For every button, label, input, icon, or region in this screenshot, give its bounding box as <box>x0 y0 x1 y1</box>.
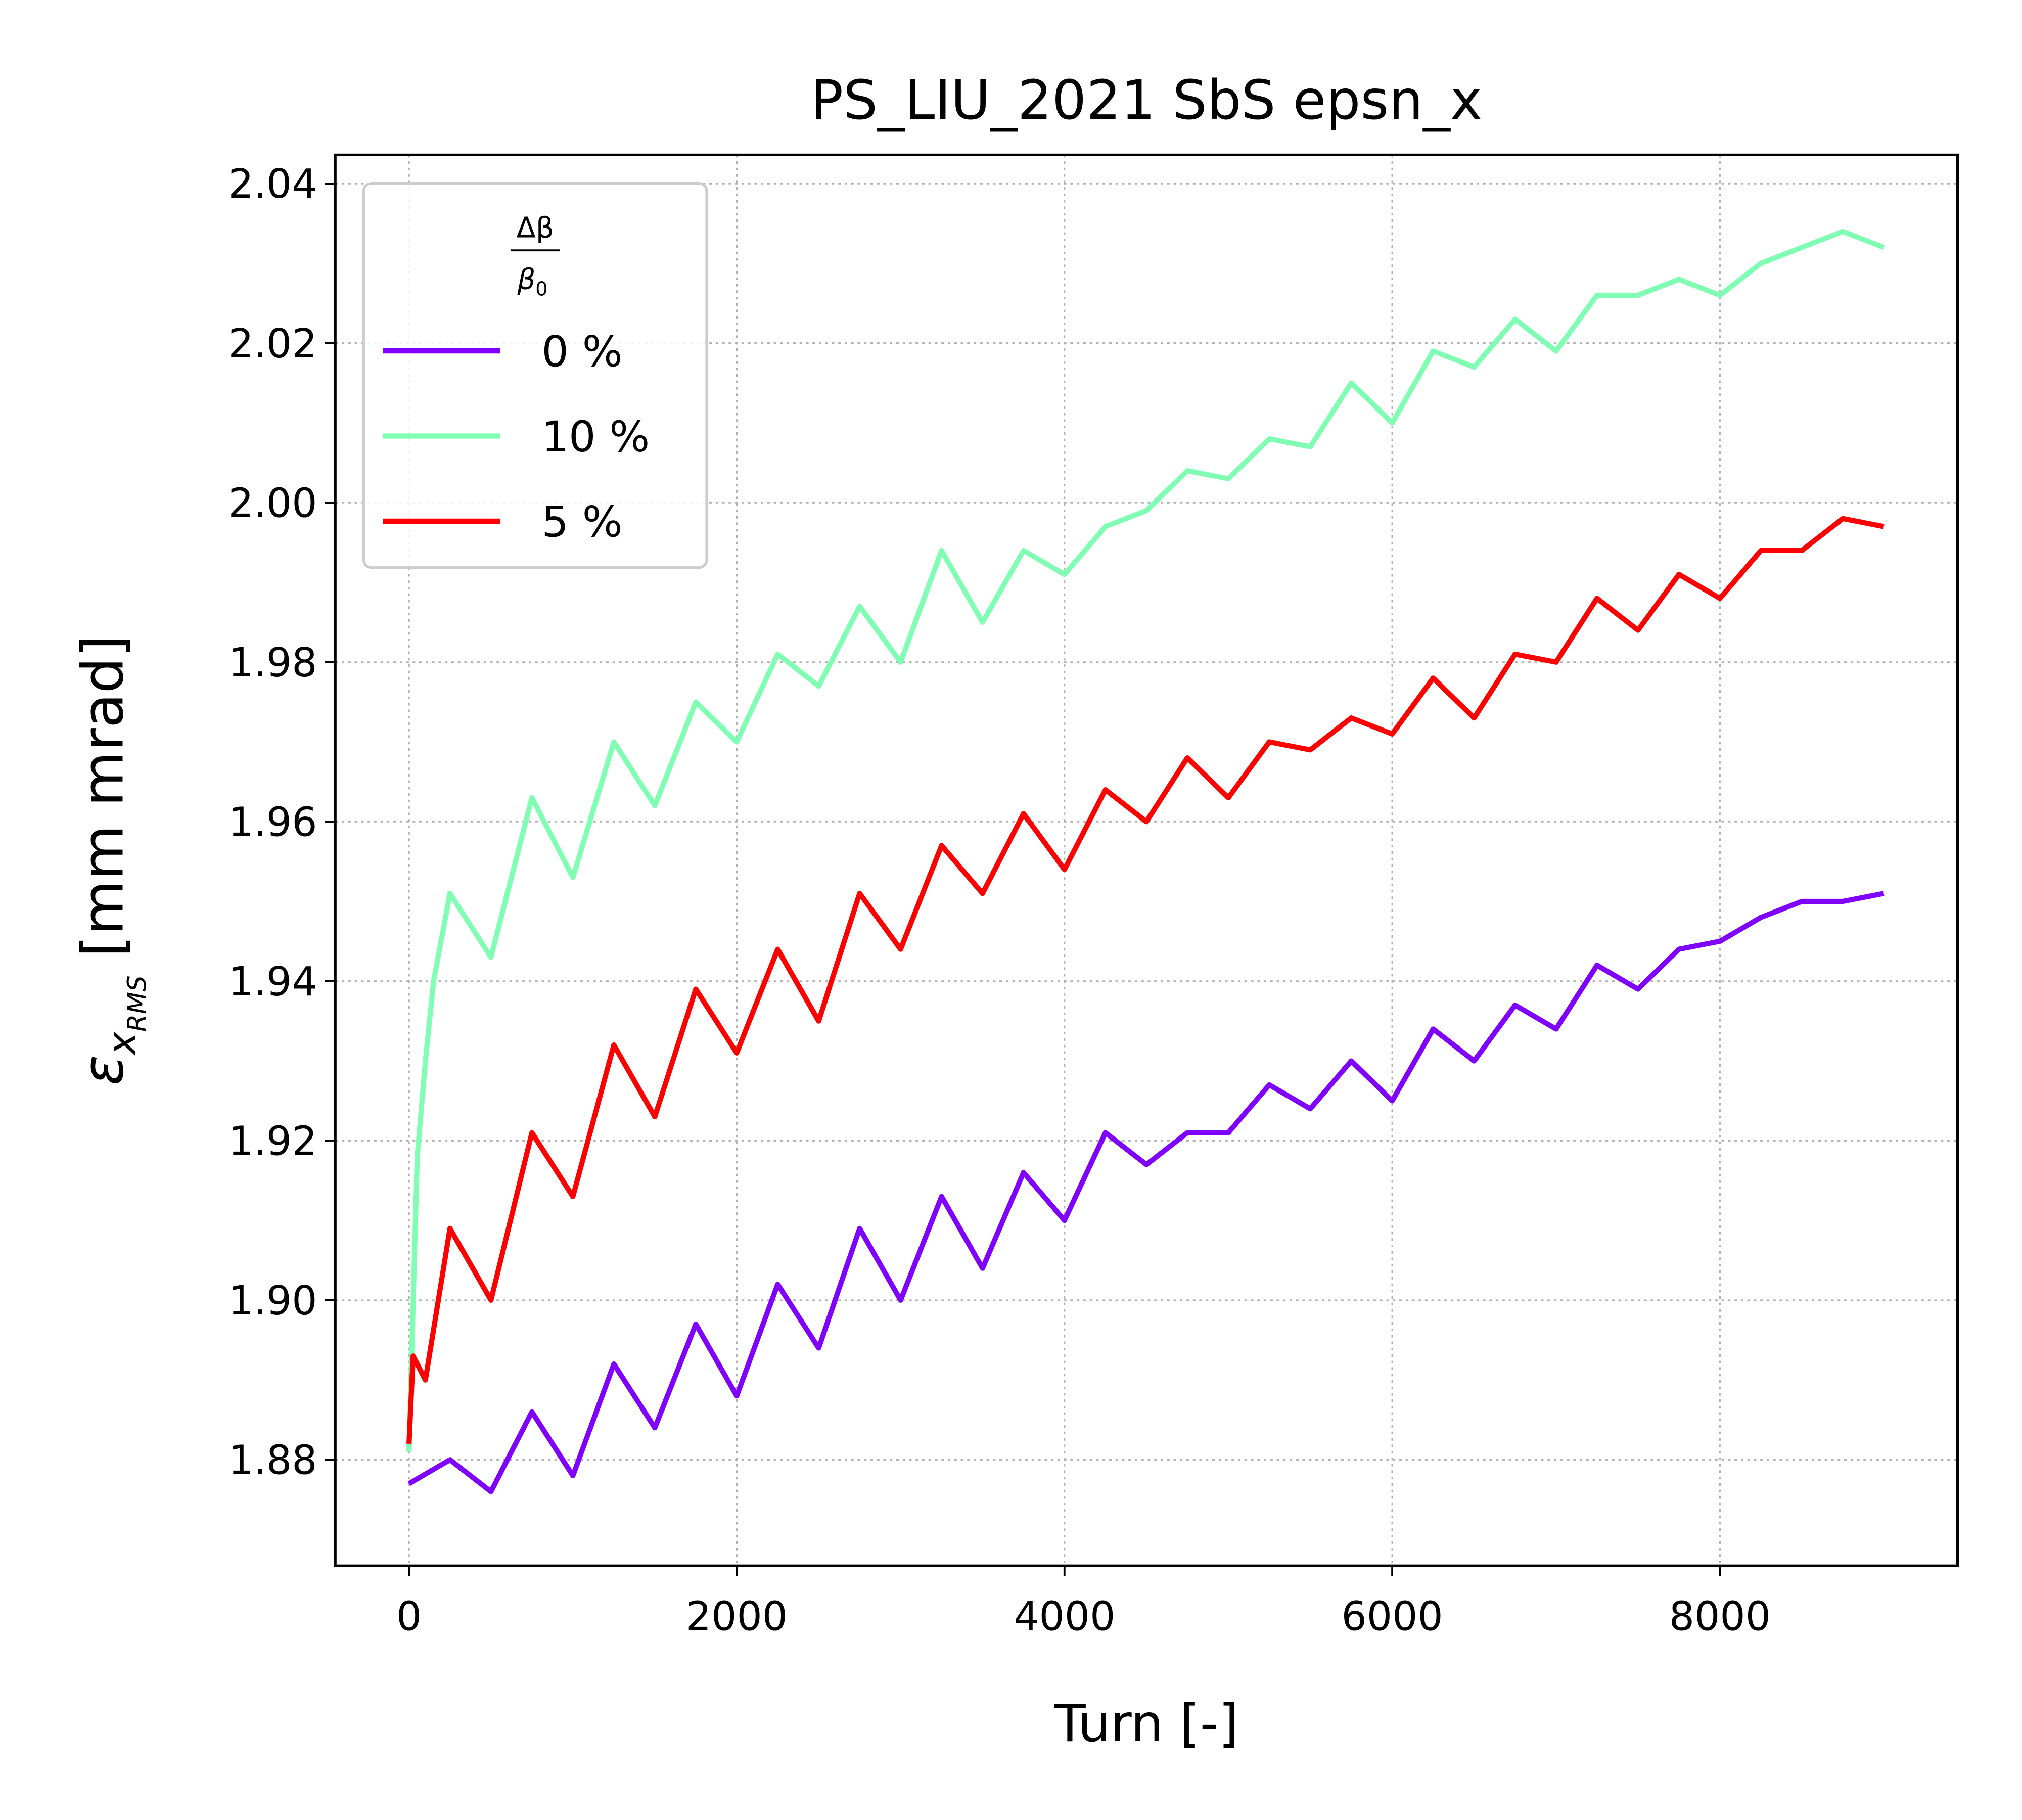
y-label-unit: [mm mrad] <box>70 635 136 957</box>
legend: Δβ β0 0 % 10 % 5 % <box>362 181 708 569</box>
plot-frame <box>334 153 1959 1567</box>
x-tick-label: 8000 <box>1669 1594 1771 1640</box>
y-tick-label: 1.96 <box>228 799 317 845</box>
legend-title-den: β <box>517 263 535 296</box>
legend-title: β0 <box>517 263 547 301</box>
y-tick-label: 2.04 <box>228 161 317 207</box>
y-tick-label: 2.00 <box>228 480 317 526</box>
y-tick-label: 1.92 <box>228 1118 317 1164</box>
x-tick-label: 6000 <box>1341 1594 1443 1640</box>
legend-label: 10 % <box>541 412 650 462</box>
legend-label: 0 % <box>541 327 622 377</box>
y-tick-label: 1.88 <box>228 1437 317 1483</box>
y-label-subsub: RMS <box>122 975 152 1032</box>
x-tick-label: 2000 <box>686 1594 788 1640</box>
chart-title: PS_LIU_2021 SbS epsn_x <box>810 69 1482 132</box>
y-tick-label: 1.98 <box>228 640 317 686</box>
x-tick-label: 4000 <box>1014 1594 1115 1640</box>
y-label-sub: x <box>100 1032 145 1056</box>
series-line <box>406 229 1885 1452</box>
x-tick-label: 0 <box>396 1594 422 1640</box>
legend-label: 5 % <box>541 497 622 547</box>
y-tick-label: 1.94 <box>228 959 317 1005</box>
y-tick-label: 2.02 <box>228 321 317 367</box>
y-label-symbol: ε <box>70 1055 136 1086</box>
legend-title-sub: 0 <box>535 278 547 300</box>
legend-box <box>362 181 708 569</box>
y-label-unit <box>70 958 136 976</box>
series-line <box>407 891 1885 1494</box>
x-axis-label: Turn [-] <box>1053 1694 1238 1754</box>
y-axis-label: εxRMS [mm mrad] <box>70 635 152 1085</box>
legend-title: Δβ <box>517 212 554 245</box>
series-line <box>406 516 1885 1444</box>
y-tick-label: 1.90 <box>228 1278 317 1324</box>
